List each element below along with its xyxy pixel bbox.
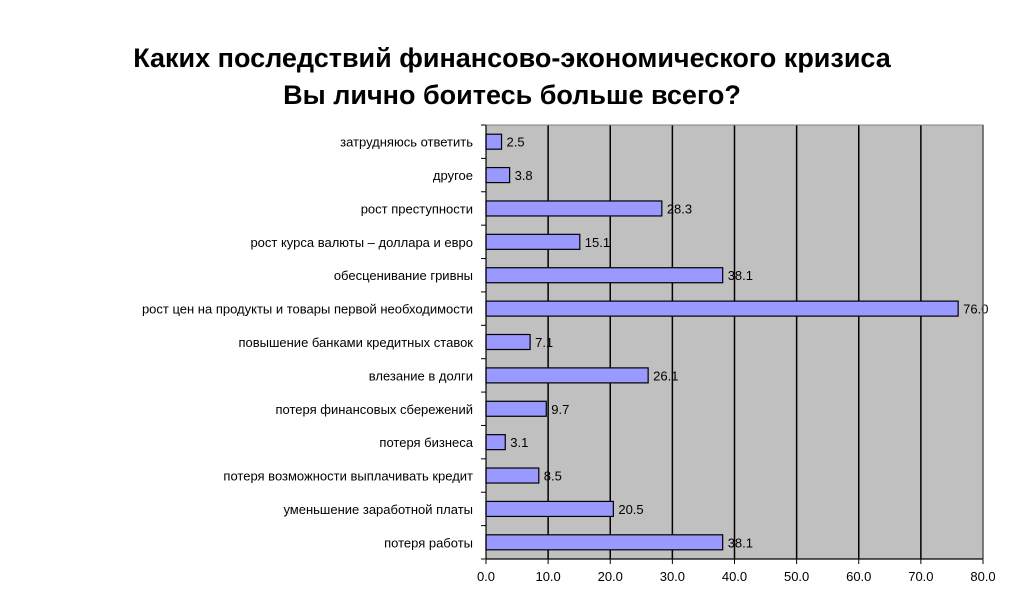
category-label: потеря работы — [384, 535, 473, 550]
x-tick-label: 40.0 — [722, 569, 747, 584]
data-label: 15.1 — [585, 235, 610, 250]
data-label: 20.5 — [618, 502, 643, 517]
x-tick-label: 30.0 — [660, 569, 685, 584]
data-label: 38.1 — [728, 535, 753, 550]
bar — [485, 200, 663, 217]
bar — [485, 534, 724, 551]
bar — [485, 500, 614, 518]
data-label: 7.1 — [535, 335, 553, 350]
data-label: 26.1 — [653, 368, 678, 383]
category-label: уменьшение заработной платы — [283, 502, 473, 517]
x-tick-label: 50.0 — [784, 569, 809, 584]
data-label: 8.5 — [544, 469, 562, 484]
data-label: 28.3 — [667, 201, 692, 216]
category-label: рост преступности — [361, 201, 473, 216]
bar — [485, 166, 511, 184]
bar — [485, 300, 959, 317]
data-label: 38.1 — [728, 268, 753, 283]
category-label: влезание в долги — [369, 368, 473, 383]
category-label: обесценивание гривны — [334, 268, 473, 283]
x-tick-label: 0.0 — [477, 569, 495, 584]
data-label: 9.7 — [551, 402, 569, 417]
chart-title: Каких последствий финансово-экономическо… — [0, 40, 1024, 114]
bar — [485, 267, 724, 284]
category-label: потеря бизнеса — [379, 435, 473, 450]
bar — [485, 434, 506, 451]
data-label: 76.0 — [963, 302, 988, 317]
category-label: рост цен на продукты и товары первой нео… — [142, 302, 473, 317]
x-tick-label: 60.0 — [846, 569, 871, 584]
bar — [485, 133, 503, 150]
category-label: потеря финансовых сбережений — [275, 402, 473, 417]
bar — [485, 400, 547, 417]
category-label: затрудняюсь ответить — [340, 135, 473, 150]
x-tick-label: 20.0 — [598, 569, 623, 584]
x-tick-label: 10.0 — [535, 569, 560, 584]
chart-title-line-2: Вы лично боитесь больше всего? — [283, 80, 741, 110]
bar — [485, 367, 649, 384]
category-label: другое — [433, 168, 473, 183]
data-label: 3.1 — [510, 435, 528, 450]
chart-title-line-1: Каких последствий финансово-экономическо… — [133, 43, 891, 73]
category-label: повышение банками кредитных ставок — [238, 335, 473, 350]
bar — [485, 233, 581, 250]
data-label: 3.8 — [515, 168, 533, 183]
category-label: потеря возможности выплачивать кредит — [223, 469, 473, 484]
x-tick-label: 80.0 — [970, 569, 995, 584]
category-label: рост курса валюты – доллара и евро — [250, 235, 473, 250]
bar — [485, 467, 540, 484]
x-tick-label: 70.0 — [908, 569, 933, 584]
bar — [485, 333, 531, 351]
data-label: 2.5 — [507, 135, 525, 150]
